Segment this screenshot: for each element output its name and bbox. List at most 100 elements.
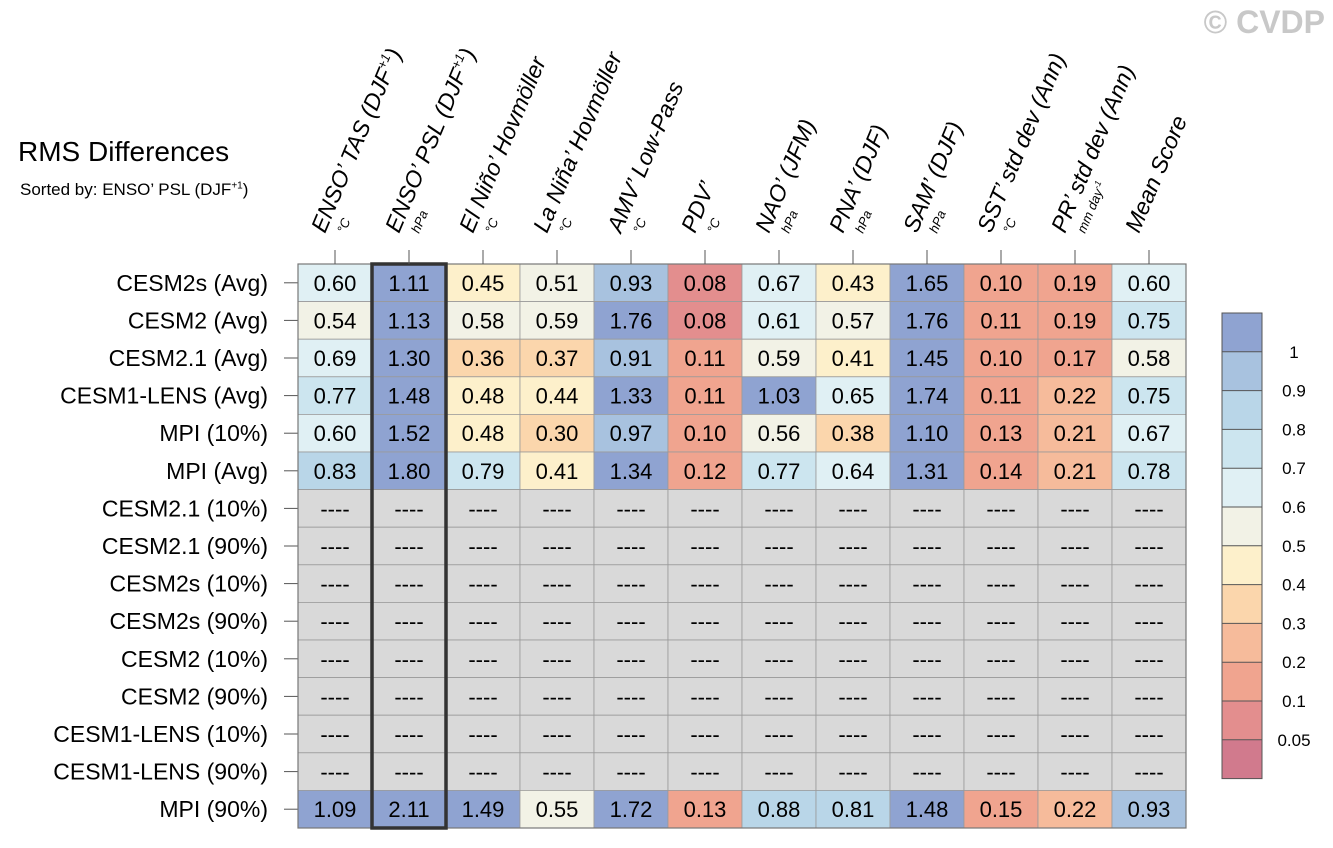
row-label: CESM2s (Avg) bbox=[116, 270, 268, 296]
cell-value-13-0: ---- bbox=[320, 760, 349, 785]
cell-value-9-2: ---- bbox=[468, 609, 497, 634]
colorbar-label: 0.8 bbox=[1282, 420, 1306, 439]
cell-5-10 bbox=[1037, 451, 1113, 490]
row-label: CESM2 (90%) bbox=[121, 683, 268, 709]
cell-2-9 bbox=[963, 338, 1039, 378]
column-unit: °C bbox=[704, 215, 724, 235]
cell-value-7-6: ---- bbox=[764, 534, 793, 559]
cell-9-5 bbox=[667, 602, 743, 641]
cell-value-1-8: 1.76 bbox=[906, 308, 949, 333]
cell-value-9-11: ---- bbox=[1134, 609, 1163, 634]
cell-value-6-4: ---- bbox=[616, 496, 645, 521]
cell-value-5-0: 0.83 bbox=[314, 459, 357, 484]
colorbar-segment bbox=[1222, 584, 1262, 624]
cell-value-3-4: 1.33 bbox=[610, 384, 653, 409]
row-label: CESM2 (Avg) bbox=[128, 307, 268, 333]
cell-value-11-7: ---- bbox=[838, 684, 867, 709]
cell-value-4-0: 0.60 bbox=[314, 421, 357, 446]
cell-14-7 bbox=[815, 790, 891, 829]
colorbar-segment bbox=[1222, 429, 1262, 469]
cell-2-1 bbox=[371, 338, 447, 378]
cell-value-7-8: ---- bbox=[912, 534, 941, 559]
cell-value-1-0: 0.54 bbox=[314, 308, 357, 333]
row-label: CESM2s (10%) bbox=[110, 571, 268, 597]
cell-value-6-7: ---- bbox=[838, 496, 867, 521]
row-label: MPI (90%) bbox=[159, 796, 268, 822]
cell-5-2 bbox=[445, 451, 521, 490]
cell-value-11-9: ---- bbox=[986, 684, 1015, 709]
cell-value-5-5: 0.12 bbox=[684, 459, 727, 484]
cell-11-6 bbox=[741, 677, 817, 716]
cell-value-13-6: ---- bbox=[764, 760, 793, 785]
cell-8-3 bbox=[519, 564, 595, 603]
cell-value-0-1: 1.11 bbox=[388, 271, 429, 296]
cell-4-9 bbox=[963, 413, 1039, 453]
cell-value-5-6: 0.77 bbox=[758, 459, 801, 484]
cell-value-13-9: ---- bbox=[986, 760, 1015, 785]
subtitle-suffix: ) bbox=[242, 180, 249, 199]
cell-value-8-4: ---- bbox=[616, 572, 645, 597]
cell-value-9-9: ---- bbox=[986, 609, 1015, 634]
cell-value-7-5: ---- bbox=[690, 534, 719, 559]
cell-value-14-2: 1.49 bbox=[462, 797, 505, 822]
cell-0-9 bbox=[963, 263, 1039, 302]
cell-value-14-0: 1.09 bbox=[314, 797, 357, 822]
cell-value-2-3: 0.37 bbox=[536, 346, 579, 371]
cell-value-11-6: ---- bbox=[764, 684, 793, 709]
cell-value-12-10: ---- bbox=[1060, 722, 1089, 747]
cell-8-9 bbox=[963, 564, 1039, 603]
cell-value-10-9: ---- bbox=[986, 647, 1015, 672]
cell-value-2-10: 0.17 bbox=[1054, 346, 1097, 371]
colorbar-label: 0.05 bbox=[1277, 731, 1310, 750]
cell-1-5 bbox=[667, 301, 743, 340]
colorbar-segment bbox=[1222, 623, 1262, 663]
cell-3-4 bbox=[593, 376, 669, 415]
cell-4-1 bbox=[371, 413, 447, 453]
cell-value-8-10: ---- bbox=[1060, 572, 1089, 597]
cell-0-7 bbox=[815, 263, 891, 302]
colorbar-label: 0.2 bbox=[1282, 653, 1306, 672]
cell-value-13-4: ---- bbox=[616, 760, 645, 785]
row-label: CESM1-LENS (90%) bbox=[53, 759, 268, 785]
cell-8-11 bbox=[1111, 564, 1187, 603]
cell-10-3 bbox=[519, 639, 595, 678]
cell-value-0-8: 1.65 bbox=[906, 271, 949, 296]
row-label: CESM2.1 (10%) bbox=[102, 495, 268, 521]
cell-3-5 bbox=[667, 376, 743, 415]
cell-value-5-10: 0.21 bbox=[1054, 459, 1097, 484]
cell-value-0-6: 0.67 bbox=[758, 271, 801, 296]
row-label: CESM2s (90%) bbox=[110, 608, 268, 634]
cell-11-8 bbox=[889, 677, 965, 716]
cell-1-1 bbox=[371, 301, 447, 340]
cell-11-7 bbox=[815, 677, 891, 716]
colorbar-segment bbox=[1222, 351, 1262, 391]
cell-value-3-6: 1.03 bbox=[758, 384, 801, 409]
cell-9-0 bbox=[297, 602, 373, 641]
row-label: CESM2.1 (90%) bbox=[102, 533, 268, 559]
column-unit: °C bbox=[630, 215, 650, 235]
cell-value-7-3: ---- bbox=[542, 534, 571, 559]
cell-value-5-4: 1.34 bbox=[610, 459, 653, 484]
cell-value-6-3: ---- bbox=[542, 496, 571, 521]
cell-value-3-10: 0.22 bbox=[1054, 384, 1097, 409]
colorbar-segment bbox=[1222, 701, 1262, 740]
cell-value-3-5: 0.11 bbox=[684, 384, 725, 409]
cell-7-10 bbox=[1037, 526, 1113, 566]
cell-value-11-8: ---- bbox=[912, 684, 941, 709]
cell-6-11 bbox=[1111, 489, 1187, 528]
cell-2-11 bbox=[1111, 338, 1187, 378]
cell-14-3 bbox=[519, 790, 595, 829]
colorbar-segment bbox=[1222, 468, 1262, 507]
cell-4-8 bbox=[889, 413, 965, 453]
cell-value-14-9: 0.15 bbox=[980, 797, 1023, 822]
cell-value-2-5: 0.11 bbox=[684, 346, 725, 371]
row-label: CESM1-LENS (Avg) bbox=[60, 383, 268, 409]
cell-value-12-4: ---- bbox=[616, 722, 645, 747]
cell-value-10-4: ---- bbox=[616, 647, 645, 672]
cell-value-13-1: ---- bbox=[394, 760, 423, 785]
cell-5-11 bbox=[1111, 451, 1187, 490]
cell-14-5 bbox=[667, 790, 743, 829]
cell-value-12-7: ---- bbox=[838, 722, 867, 747]
subtitle-superscript: +1 bbox=[231, 180, 243, 192]
